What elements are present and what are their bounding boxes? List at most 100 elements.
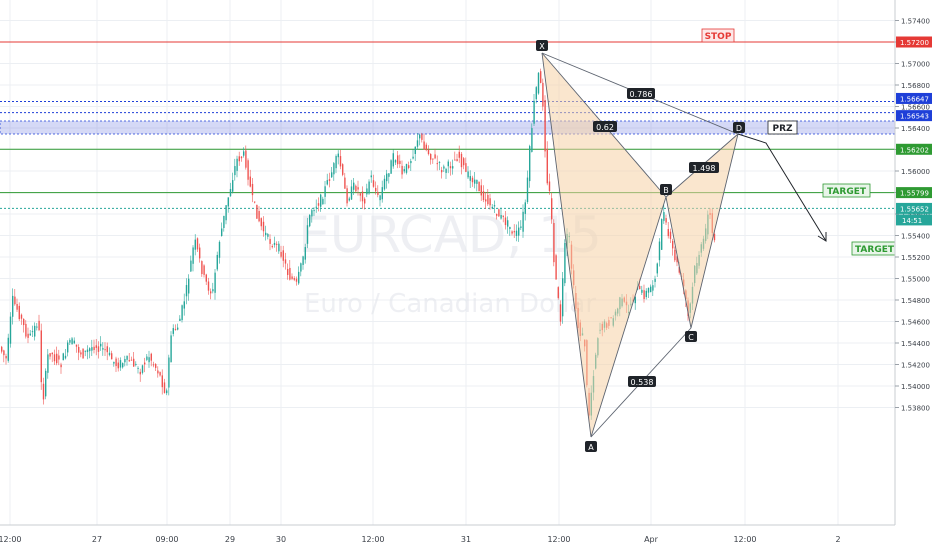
candle-body <box>533 100 535 124</box>
candle-body <box>639 285 641 290</box>
time-tick-label: 09:00 <box>155 535 178 544</box>
candle-body <box>247 160 249 180</box>
candle-body <box>370 175 372 178</box>
candle-body <box>249 176 251 187</box>
candle-body <box>551 198 553 220</box>
candle-body <box>155 364 157 368</box>
candle-body <box>84 350 86 352</box>
time-tick-label: 31 <box>461 535 471 544</box>
point-label-b: B <box>663 186 669 195</box>
candle-body <box>289 267 291 280</box>
point-label-x: X <box>539 42 545 51</box>
ratio-label-062: 0.62 <box>596 123 614 132</box>
candle-body <box>326 180 328 185</box>
arrow-head <box>817 232 827 242</box>
price-tag-current <box>896 202 932 214</box>
candle-body <box>557 287 559 298</box>
candle-body <box>458 151 460 158</box>
candle-body <box>254 201 256 203</box>
candle-body <box>97 346 100 352</box>
time-tick-label: 30 <box>276 535 286 544</box>
candle-body <box>401 165 403 175</box>
candle-body <box>150 353 152 361</box>
candle-body <box>656 263 658 274</box>
candle-body <box>144 362 146 365</box>
candle-body <box>82 348 84 359</box>
candle-body <box>430 153 432 160</box>
time-tick-label: 12:00 <box>733 535 756 544</box>
point-label-a: A <box>588 443 594 452</box>
candle-body <box>170 335 172 363</box>
prz-zone <box>0 120 896 135</box>
price-tag-prz-bottom <box>896 110 932 122</box>
candle-body <box>216 254 218 270</box>
stop-label-box <box>701 28 735 43</box>
candle-body <box>520 226 522 228</box>
candle-body <box>267 234 269 237</box>
candle-body <box>337 153 339 158</box>
ratio-label-0538: 0.538 <box>631 378 654 387</box>
candle-body <box>7 337 9 361</box>
candle-body <box>56 353 58 364</box>
price-tag-target2 <box>896 187 932 199</box>
candle-body <box>185 285 188 297</box>
point-label-c: C <box>688 333 694 342</box>
candle-body <box>713 233 716 241</box>
candle-body <box>38 320 40 331</box>
candle-body <box>379 195 381 201</box>
candle-body <box>201 261 203 275</box>
candle-body <box>372 180 375 187</box>
candle-body <box>641 289 643 293</box>
candle-body <box>69 340 71 343</box>
candle-body <box>359 193 361 196</box>
candle-body <box>676 256 678 263</box>
countdown-tag <box>896 214 932 226</box>
time-tick-label: 2 <box>835 535 840 544</box>
candle-body <box>179 318 181 322</box>
candle-body <box>388 173 390 177</box>
candle-body <box>240 156 243 159</box>
candle-body <box>245 150 247 168</box>
candle-body <box>564 243 566 284</box>
candle-body <box>480 185 482 196</box>
price-tick-label: 1.55200 <box>901 254 930 262</box>
candle-body <box>9 316 12 344</box>
candle-body <box>562 278 564 317</box>
candle-body <box>438 161 441 163</box>
ratio-label-1498: 1.498 <box>693 164 716 173</box>
candle-body <box>522 211 524 232</box>
candle-body <box>183 301 185 309</box>
candle-body <box>643 290 645 300</box>
candle-body <box>207 281 210 291</box>
price-tick-label: 1.57400 <box>901 18 930 26</box>
price-tick-label: 1.54200 <box>901 362 930 370</box>
candle-body <box>174 328 177 330</box>
ratio-badge-0786 <box>627 88 655 99</box>
candle-body <box>227 197 229 207</box>
candle-body <box>238 156 240 162</box>
point-badge-a <box>585 441 597 452</box>
time-tick-label: 27 <box>92 535 102 544</box>
candle-body <box>291 276 293 279</box>
candle-body <box>108 352 111 356</box>
candle-body <box>287 268 289 275</box>
candle-body <box>531 128 533 152</box>
candle-body <box>311 210 313 217</box>
candle-body <box>555 255 557 280</box>
candle-body <box>425 144 427 151</box>
price-tag-label-target2: 1.55799 <box>900 190 929 198</box>
candle-body <box>353 182 355 190</box>
candle-body <box>236 158 238 171</box>
candle-body <box>306 225 309 244</box>
candle-body <box>542 82 544 107</box>
countdown-label: 14:51 <box>902 217 922 225</box>
candle-body <box>482 191 485 201</box>
candle-body <box>331 172 333 178</box>
candle-body <box>320 194 322 207</box>
candle-body <box>14 296 16 305</box>
arrow-path <box>737 133 827 242</box>
candle-body <box>91 347 93 351</box>
candle-body <box>634 296 636 304</box>
candle-body <box>137 367 139 369</box>
